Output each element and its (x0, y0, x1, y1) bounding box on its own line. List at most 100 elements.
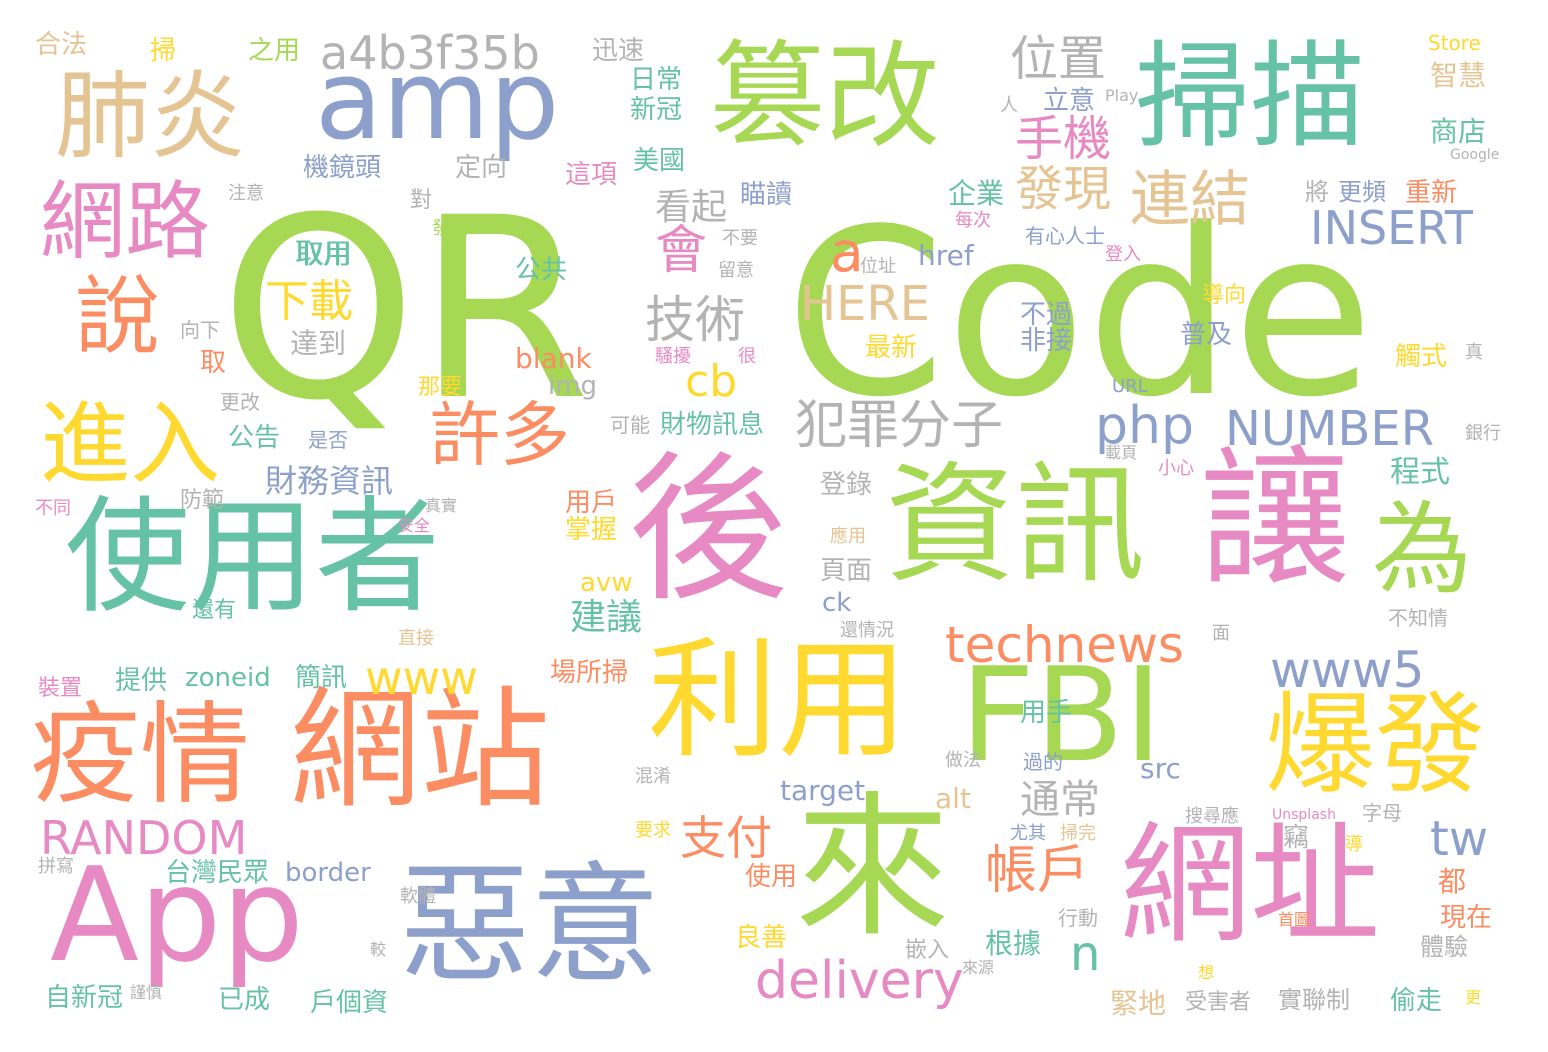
cloud-word: 肺炎 (55, 62, 246, 172)
cloud-word: 首圖 (1278, 910, 1311, 929)
cloud-word: Google (1450, 147, 1500, 163)
cloud-word: 受害者 (1185, 990, 1252, 1015)
cloud-word: 人 (1000, 95, 1018, 116)
cloud-word: a (830, 220, 864, 284)
cloud-word: 頁面 (820, 556, 873, 586)
cloud-word: 資訊 (885, 449, 1146, 601)
cloud-word: 真實 (425, 496, 458, 515)
cloud-word: 進入 (40, 392, 220, 497)
cloud-word: 機鏡頭 (303, 153, 382, 183)
cloud-word: 使用者 (65, 485, 440, 630)
cloud-word: amp (315, 36, 560, 164)
cloud-word: 定向 (455, 153, 508, 183)
cloud-word: 來源 (962, 958, 995, 977)
cloud-word: 應用 (830, 526, 866, 547)
cloud-word: 日常 (630, 65, 683, 95)
cloud-word: href (918, 239, 974, 272)
cloud-word: 導向 (1202, 283, 1247, 308)
cloud-word: 每次 (955, 210, 991, 231)
cloud-word: img (548, 371, 598, 401)
cloud-word: Unsplash (1272, 807, 1336, 823)
cloud-word: 謹慎 (130, 983, 163, 1002)
cloud-word: 連結 (1130, 165, 1250, 235)
cloud-word: target (780, 774, 866, 807)
cloud-word: 提供 (115, 666, 168, 696)
cloud-word: 小心 (1158, 458, 1194, 479)
cloud-word: 公告 (228, 423, 281, 453)
cloud-word: 良善 (735, 923, 788, 953)
cloud-word: 更頻 (1338, 178, 1386, 206)
cloud-word: 不要 (722, 228, 758, 249)
cloud-word: HERE (800, 276, 931, 332)
cloud-word: 防範 (180, 488, 225, 513)
cloud-word: www5 (1270, 641, 1425, 699)
cloud-word: 看起 (655, 187, 728, 228)
cloud-word: 利用 (648, 624, 909, 776)
cloud-word: 掌握 (565, 515, 618, 545)
cloud-word: 過的 (1023, 750, 1063, 774)
cloud-word: 位址 (860, 256, 896, 277)
cloud-word: 登入 (1105, 244, 1141, 265)
cloud-word: 網址 (1120, 809, 1381, 961)
cloud-word: 字母 (1362, 801, 1402, 825)
cloud-word: Store (1428, 31, 1481, 55)
cloud-word: URL (1112, 376, 1148, 397)
cloud-word: 犯罪分子 (795, 396, 1004, 456)
cloud-word: tw (1430, 811, 1489, 867)
cloud-word: 普及 (1180, 320, 1233, 350)
cloud-word: 疫情 (30, 691, 250, 819)
cloud-word: 取 (200, 348, 227, 378)
cloud-word: 新冠 (630, 95, 683, 125)
cloud-word: 戶個資 (310, 988, 389, 1018)
cloud-word: 帳戶 (985, 841, 1090, 901)
cloud-word: border (285, 858, 371, 888)
cloud-word: 公共 (515, 255, 568, 285)
cloud-word: 觸式 (1395, 342, 1448, 372)
cloud-word: 銀行 (1465, 423, 1501, 444)
cloud-word: 發生 (432, 218, 468, 239)
cloud-word: 重新 (1405, 178, 1458, 208)
cloud-word: 面 (1212, 623, 1230, 644)
cloud-word: 很 (738, 346, 756, 367)
cloud-word: 更改 (220, 390, 260, 414)
cloud-word: 做法 (945, 750, 981, 771)
cloud-word: 迅速 (592, 36, 645, 66)
cloud-word: 行動 (1058, 906, 1098, 930)
cloud-word: 留意 (718, 260, 754, 281)
cloud-word: 不過 (1020, 300, 1073, 330)
cloud-word: 現在 (1440, 903, 1493, 933)
cloud-word: 安全 (398, 516, 431, 535)
cloud-word: 根據 (985, 927, 1042, 960)
cloud-word: FBI (960, 639, 1163, 791)
cloud-word: 惡意 (400, 849, 661, 1001)
cloud-word: NUMBER (1225, 401, 1435, 457)
cloud-word: 這項 (565, 160, 618, 190)
cloud-word: 不知情 (1388, 606, 1448, 630)
cloud-word: 較 (370, 940, 387, 959)
cloud-word: 掃描 (1135, 30, 1366, 164)
cloud-word: 會 (655, 221, 708, 281)
cloud-word: alt (935, 782, 971, 815)
cloud-word: 混淆 (635, 766, 671, 787)
cloud-word: 載頁 (1105, 443, 1138, 462)
cloud-word: 用戶 (565, 488, 618, 518)
cloud-word: 下載 (265, 276, 353, 327)
cloud-word: 智慧 (1430, 59, 1487, 92)
cloud-word: a4b3f35b (320, 26, 540, 80)
cloud-word: 網站 (290, 674, 551, 826)
cloud-word: 注意 (228, 183, 264, 204)
cloud-word: 軟體 (400, 886, 436, 907)
cloud-word: 偷走 (1390, 986, 1443, 1016)
cloud-word: 想 (1198, 963, 1215, 982)
cloud-word: 可能 (610, 413, 650, 437)
cloud-word: 合法 (35, 30, 88, 60)
cloud-word: 取用 (295, 237, 352, 270)
cloud-word: 裝置 (38, 676, 83, 701)
cloud-word: 都 (1438, 865, 1467, 898)
cloud-word: 財務資訊 (265, 462, 394, 500)
cloud-word: 導 (1345, 834, 1363, 855)
cloud-word: 台灣民眾 (165, 858, 270, 888)
cloud-word: 不同 (35, 498, 71, 519)
cloud-word: 緊地 (1110, 987, 1167, 1020)
cloud-word: 自新冠 (45, 983, 124, 1013)
